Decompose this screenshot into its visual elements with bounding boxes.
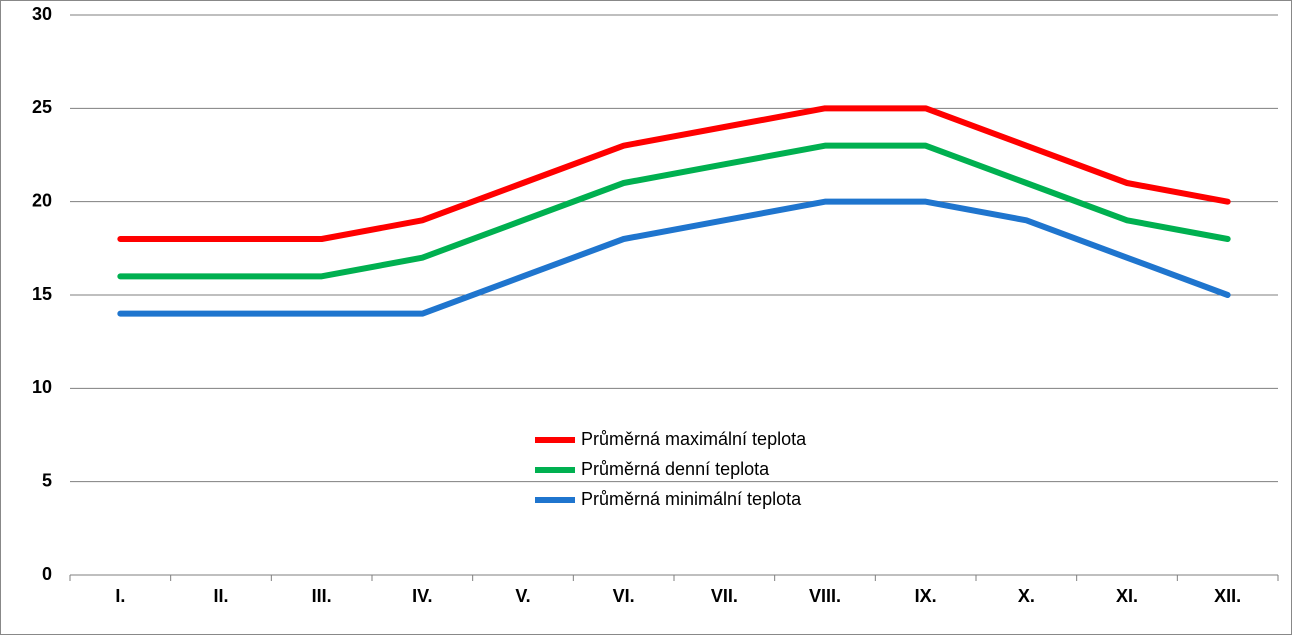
legend-label-max: Průměrná maximální teplota bbox=[581, 429, 807, 449]
y-tick-label: 10 bbox=[32, 377, 52, 397]
legend-label-avg: Průměrná denní teplota bbox=[581, 459, 770, 479]
y-tick-label: 25 bbox=[32, 97, 52, 117]
x-tick-label: V. bbox=[515, 586, 530, 606]
chart-outer-border bbox=[1, 1, 1292, 635]
x-tick-label: II. bbox=[213, 586, 228, 606]
x-tick-label: VI. bbox=[613, 586, 635, 606]
chart-svg: 0 5 10 15 20 25 30 I. II. III. IV. V. VI. VII. VIII. IX… bbox=[0, 0, 1292, 635]
x-tick-label: VII. bbox=[711, 586, 738, 606]
legend-label-min: Průměrná minimální teplota bbox=[581, 489, 802, 509]
y-tick-label: 0 bbox=[42, 564, 52, 584]
x-tick-label: XI. bbox=[1116, 586, 1138, 606]
x-tick-label: III. bbox=[312, 586, 332, 606]
x-tick-label: X. bbox=[1018, 586, 1035, 606]
x-tick-label: IV. bbox=[412, 586, 432, 606]
y-tick-label: 15 bbox=[32, 284, 52, 304]
y-tick-label: 5 bbox=[42, 470, 52, 490]
temperature-line-chart: 0 5 10 15 20 25 30 I. II. III. IV. V. VI. VII. VIII. IX… bbox=[0, 0, 1292, 635]
x-tick-label: XII. bbox=[1214, 586, 1241, 606]
y-tick-label: 20 bbox=[32, 190, 52, 210]
x-tick-label: IX. bbox=[915, 586, 937, 606]
y-tick-label: 30 bbox=[32, 4, 52, 24]
x-tick-label: I. bbox=[115, 586, 125, 606]
x-tick-label: VIII. bbox=[809, 586, 841, 606]
